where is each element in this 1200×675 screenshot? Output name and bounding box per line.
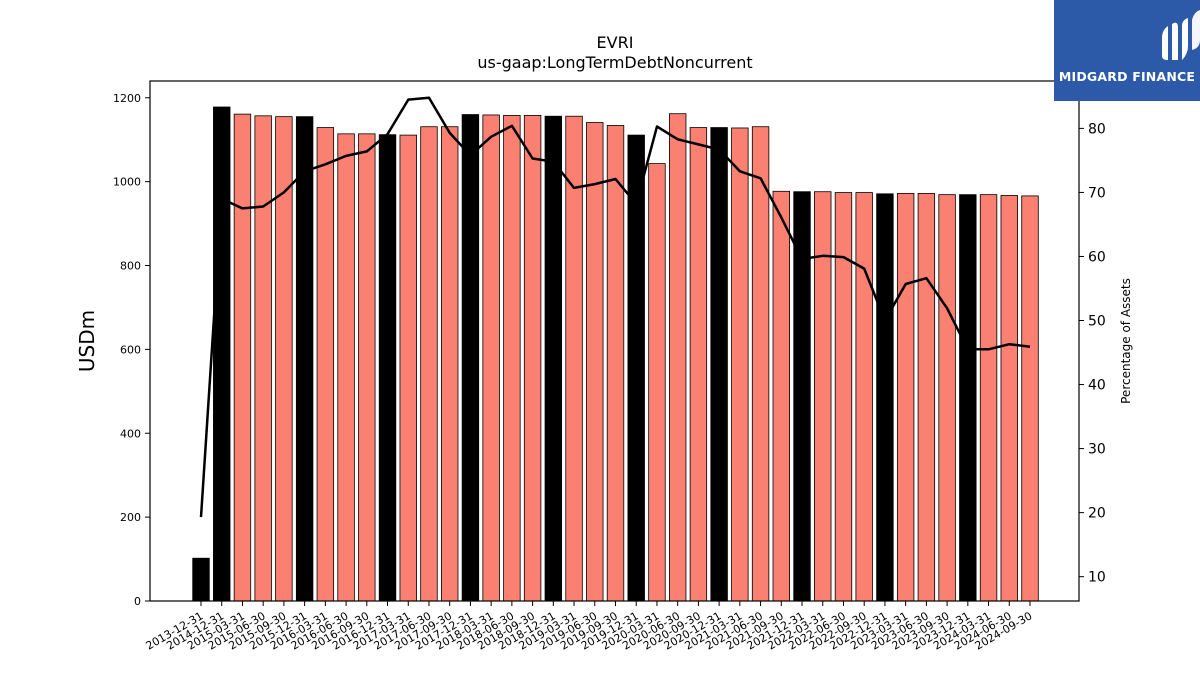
right-tick-label: 80 xyxy=(1088,121,1106,137)
bar-2023-06-30 xyxy=(917,192,936,602)
left-tick-label: 1200 xyxy=(113,92,141,105)
plot-frame xyxy=(149,80,1080,602)
bar-2014-12-31 xyxy=(213,106,231,602)
right-tick-label: 10 xyxy=(1088,570,1106,586)
bar-2021-09-30 xyxy=(772,190,790,602)
bar-2018-03-31 xyxy=(482,114,500,602)
bar-2018-12-31 xyxy=(544,115,563,602)
bar-2022-09-30 xyxy=(855,192,873,602)
bar-2017-03-31 xyxy=(399,134,417,602)
left-tick-label: 600 xyxy=(120,343,141,356)
bar-2016-09-30 xyxy=(358,133,376,602)
bar-2023-09-30 xyxy=(938,194,956,602)
left-tick-label: 200 xyxy=(120,511,141,524)
right-tick-label: 70 xyxy=(1088,185,1106,201)
bar-2016-06-30 xyxy=(337,133,355,602)
bar-2022-12-31 xyxy=(876,193,894,602)
bar-2017-06-30 xyxy=(420,126,438,602)
bar-2015-06-30 xyxy=(254,115,272,602)
bar-2024-03-31 xyxy=(979,194,998,602)
percentage-line xyxy=(199,96,1031,518)
right-tick-label: 20 xyxy=(1088,506,1106,522)
right-tick-label: 50 xyxy=(1088,314,1106,330)
logo-text: MIDGARD FINANCE xyxy=(1058,69,1196,84)
chart-title: EVRI xyxy=(597,33,634,52)
y2-axis-label: Percentage of Assets xyxy=(1119,278,1133,404)
bar-2021-06-30 xyxy=(751,126,770,602)
y-axis-label: USDm xyxy=(75,310,99,372)
left-tick-label: 800 xyxy=(120,260,141,273)
bar-2020-12-31 xyxy=(710,127,728,602)
bar-2024-06-30 xyxy=(1000,195,1018,602)
bar-2015-09-30 xyxy=(275,116,293,602)
logo-mark-icon xyxy=(1162,10,1200,61)
bar-2024-09-30 xyxy=(1021,195,1039,602)
left-tick-label: 0 xyxy=(134,595,141,608)
bar-2019-06-30 xyxy=(586,122,604,602)
bar-2013-12-31 xyxy=(192,557,210,602)
bar-2020-09-30 xyxy=(689,127,708,602)
bar-2022-06-30 xyxy=(834,192,853,602)
bar-2018-09-30 xyxy=(523,114,542,602)
right-tick-label: 40 xyxy=(1088,378,1106,394)
bar-2018-06-30 xyxy=(503,114,521,602)
line-series xyxy=(199,96,1031,518)
bar-2022-03-31 xyxy=(814,191,832,602)
right-axis: 10 20 30 40 50 60 70 80 xyxy=(1079,121,1106,586)
bar-2017-09-30 xyxy=(441,126,459,602)
right-tick-label: 60 xyxy=(1088,249,1106,265)
left-tick-label: 400 xyxy=(120,427,141,440)
bar-2020-06-30 xyxy=(668,113,687,602)
bar-2023-12-31 xyxy=(959,194,977,602)
bar-2017-12-31 xyxy=(461,114,480,602)
right-tick-label: 30 xyxy=(1088,442,1106,458)
bar-2015-03-31 xyxy=(233,113,252,602)
bar-2021-12-31 xyxy=(793,191,811,602)
bar-2015-12-31 xyxy=(295,116,314,602)
bar-2021-03-31 xyxy=(731,127,749,602)
x-axis: 2013-12-312014-12-312015-03-312015-06-30… xyxy=(144,601,1035,653)
bar-2016-12-31 xyxy=(378,134,397,602)
chart-subtitle: us-gaap:LongTermDebtNoncurrent xyxy=(477,53,752,72)
bar-2019-09-30 xyxy=(606,125,625,602)
bar-series xyxy=(192,106,1039,602)
bar-2020-03-31 xyxy=(648,163,666,602)
brand-logo: MIDGARD FINANCE xyxy=(1054,0,1200,101)
bar-2016-03-31 xyxy=(316,127,335,602)
bar-2023-03-31 xyxy=(896,192,915,602)
left-axis: 0 200 400 600 800 1000 1200 xyxy=(113,92,150,608)
left-tick-label: 1000 xyxy=(113,176,141,189)
